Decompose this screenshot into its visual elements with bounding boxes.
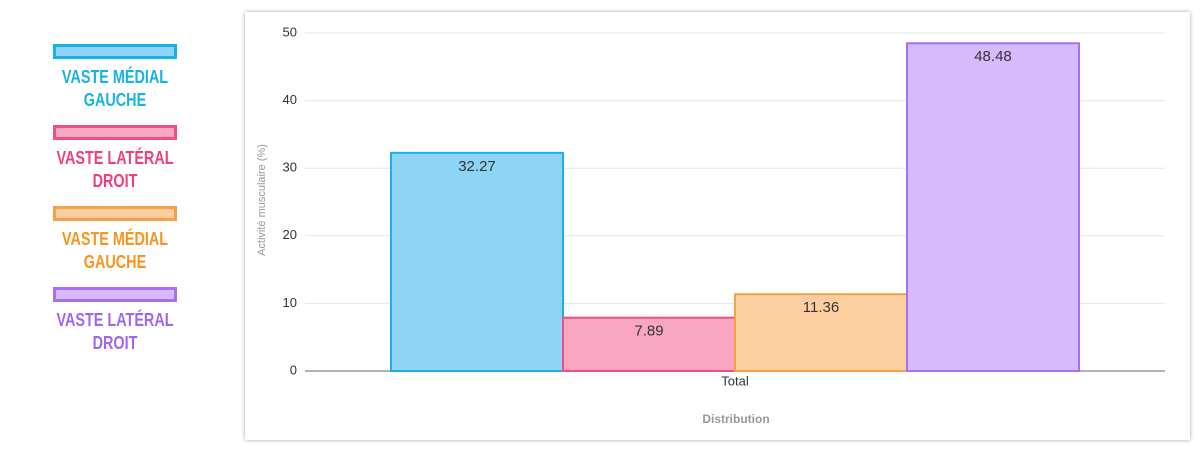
chart: Distribution Activité musculaire (%) 0 10… <box>256 24 1165 426</box>
legend-item: VASTE MÉDIAL GAUCHE <box>40 44 190 112</box>
legend-item: VASTE LATÉRAL DROIT <box>40 287 190 355</box>
data-label: 11.36 <box>803 299 839 316</box>
y-tick-label: 0 <box>290 362 297 377</box>
y-tick-label: 40 <box>283 92 297 107</box>
legend: VASTE MÉDIAL GAUCHE VASTE LATÉRAL DROIT VA… <box>40 44 190 368</box>
chart-panel: Distribution Activité musculaire (%) 0 10… <box>245 12 1190 440</box>
legend-label: VASTE LATÉRAL DROIT <box>56 148 174 191</box>
x-tick-label: Total <box>721 373 749 388</box>
legend-swatch <box>53 125 177 140</box>
legend-item: VASTE MÉDIAL GAUCHE <box>40 206 190 274</box>
legend-item: VASTE LATÉRAL DROIT <box>40 125 190 193</box>
y-tick-label: 50 <box>283 24 297 39</box>
legend-swatch <box>53 44 177 59</box>
bar <box>562 316 736 373</box>
data-label: 32.27 <box>458 158 496 175</box>
x-axis-title: Distribution <box>702 412 769 426</box>
legend-label: VASTE MÉDIAL GAUCHE <box>61 229 169 272</box>
bar <box>390 151 564 372</box>
y-tick-label: 10 <box>283 295 297 310</box>
legend-label: VASTE MÉDIAL GAUCHE <box>61 67 169 110</box>
bar <box>906 42 1080 372</box>
y-axis-title: Activité musculaire (%) <box>256 144 268 256</box>
y-tick-label: 30 <box>283 160 297 175</box>
data-label: 48.48 <box>974 48 1012 65</box>
y-tick-label: 20 <box>283 227 297 242</box>
data-label: 7.89 <box>634 323 663 340</box>
legend-label: VASTE LATÉRAL DROIT <box>56 310 174 353</box>
legend-swatch <box>53 206 177 221</box>
legend-swatch <box>53 287 177 302</box>
